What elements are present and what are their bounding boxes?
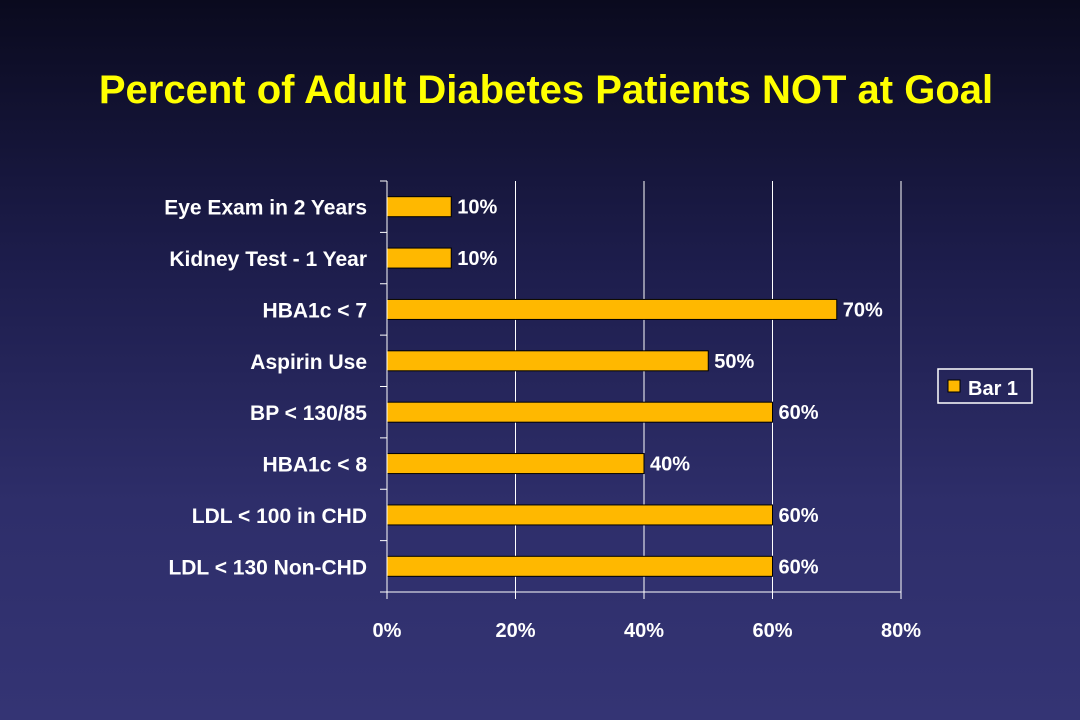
data-label: 70% bbox=[843, 299, 883, 321]
x-tick-label: 0% bbox=[373, 620, 402, 642]
bar bbox=[386, 196, 452, 218]
gridlines bbox=[515, 181, 902, 592]
category-label: Aspirin Use bbox=[250, 351, 367, 374]
slide-title: Percent of Adult Diabetes Patients NOT a… bbox=[98, 68, 994, 112]
category-label: BP < 130/85 bbox=[250, 402, 367, 425]
x-tick-label: 20% bbox=[495, 620, 535, 642]
bar bbox=[386, 555, 773, 577]
bars bbox=[386, 196, 838, 577]
data-label: 40% bbox=[650, 454, 690, 476]
bar bbox=[386, 504, 773, 526]
x-tick-label: 80% bbox=[881, 620, 921, 642]
data-label: 10% bbox=[457, 197, 497, 219]
data-label: 50% bbox=[714, 351, 754, 373]
category-label: HBA1c < 7 bbox=[263, 299, 367, 322]
category-label: LDL < 100 in CHD bbox=[192, 505, 367, 528]
bar bbox=[386, 453, 645, 475]
legend: Bar 1 bbox=[937, 368, 1033, 404]
category-label: Eye Exam in 2 Years bbox=[164, 197, 367, 220]
bar bbox=[386, 401, 773, 423]
data-label: 60% bbox=[779, 505, 819, 527]
x-tick-label: 40% bbox=[624, 620, 664, 642]
labels: 0% 20% 40% 60% 80% Eye Exam in 2 Years 10% Kidn… bbox=[164, 197, 921, 642]
bar bbox=[386, 298, 838, 320]
data-label: 10% bbox=[457, 248, 497, 270]
x-tick-label: 60% bbox=[752, 620, 792, 642]
bar bbox=[386, 247, 452, 269]
category-label: HBA1c < 8 bbox=[263, 454, 368, 477]
legend-box bbox=[937, 368, 1033, 404]
category-label: LDL < 130 Non-CHD bbox=[168, 556, 367, 579]
legend-swatch bbox=[947, 379, 961, 393]
axes bbox=[380, 180, 902, 599]
legend-entry-label: Bar 1 bbox=[968, 378, 1018, 400]
bar bbox=[386, 350, 709, 372]
category-label: Kidney Test - 1 Year bbox=[169, 248, 367, 271]
data-label: 60% bbox=[779, 402, 819, 424]
data-label: 60% bbox=[779, 556, 819, 578]
